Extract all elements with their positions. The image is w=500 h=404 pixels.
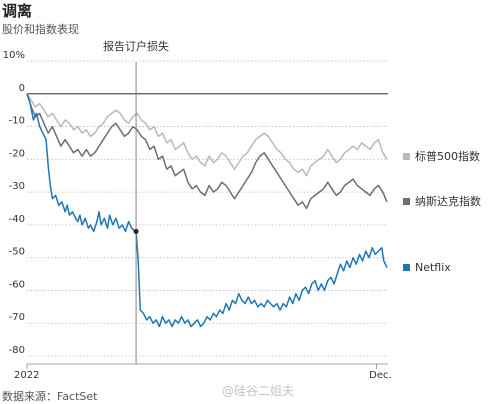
y-tick-label: -50 <box>9 247 25 258</box>
series-line-2 <box>26 93 388 328</box>
y-tick-label: -20 <box>9 148 25 159</box>
y-tick-label: -60 <box>9 279 25 290</box>
legend-swatch <box>403 198 410 205</box>
legend-label: 标普500指数 <box>415 149 480 163</box>
annotation-dot <box>133 228 139 234</box>
y-tick-label: 0 <box>19 83 25 94</box>
y-tick-label: 10% <box>3 50 25 61</box>
legend-label: Netflix <box>415 261 451 274</box>
annotation-label: 报告订户损失 <box>103 39 169 53</box>
watermark: @硅谷二姐夫 <box>222 384 295 398</box>
source-note: 数据来源：FactSet <box>2 390 98 403</box>
y-tick-label: -70 <box>9 312 25 323</box>
chart-title: 调离 <box>2 2 33 20</box>
y-axis-ticks: 10% 0 -10 -20 -30 -40 -50 -60 -70 -80 <box>3 50 25 356</box>
legend-swatch <box>403 264 410 271</box>
legend-label: 纳斯达克指数 <box>415 194 481 208</box>
x-tick-label: Dec. <box>369 370 392 381</box>
chart-subtitle: 股价和指数表现 <box>2 23 79 36</box>
series-line-1 <box>26 93 388 210</box>
grid-lines <box>27 60 388 357</box>
series-line-0 <box>26 93 388 177</box>
x-tick-label: 2022 <box>14 370 39 381</box>
y-tick-label: -30 <box>9 181 25 192</box>
series-lines <box>26 93 388 328</box>
annotation: 报告订户损失 <box>103 39 169 364</box>
x-axis-ticks: 2022 Dec. <box>14 363 392 381</box>
y-tick-label: -10 <box>9 116 25 127</box>
y-tick-label: -40 <box>9 214 25 225</box>
y-tick-label: -80 <box>9 345 25 356</box>
legend-swatch <box>403 153 410 160</box>
